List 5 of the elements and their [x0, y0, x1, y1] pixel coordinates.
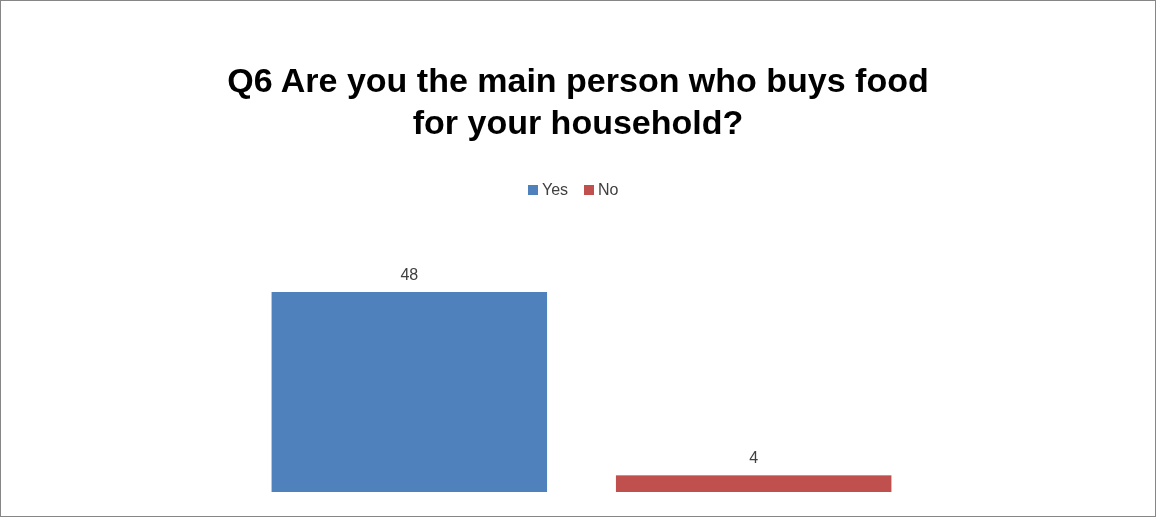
legend-label: Yes: [542, 181, 569, 198]
data-label: 4: [749, 449, 759, 467]
chart-title: Q6 Are you the main person who buys food for your household?: [227, 61, 929, 141]
data-label: 48: [400, 266, 419, 283]
legend-label: No: [598, 181, 619, 198]
